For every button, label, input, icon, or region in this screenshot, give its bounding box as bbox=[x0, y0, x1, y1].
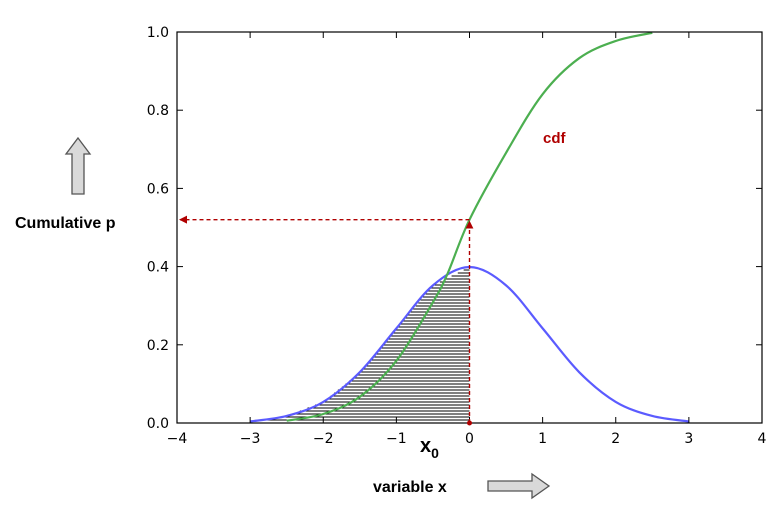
y-tick-label: 0.2 bbox=[147, 338, 169, 354]
x-tick-label: 2 bbox=[611, 431, 620, 447]
x-tick-label: 0 bbox=[465, 431, 474, 447]
x-tick-label: 1 bbox=[538, 431, 547, 447]
up-arrow-icon bbox=[64, 136, 92, 195]
cdf-label: cdf bbox=[543, 130, 567, 147]
y-tick-label: 0.8 bbox=[147, 103, 169, 119]
x0-subscript: 0 bbox=[431, 445, 439, 461]
x-tick-label: 4 bbox=[758, 431, 767, 447]
y-tick-label: 1.0 bbox=[147, 25, 169, 41]
series-line-cdf bbox=[286, 32, 653, 422]
x-tick-label: −2 bbox=[313, 431, 334, 447]
x0-letter: x bbox=[420, 435, 431, 457]
y-axis-label: Cumulative p bbox=[15, 215, 116, 232]
y-tick-label: 0.4 bbox=[147, 260, 169, 276]
x-tick-label: −4 bbox=[167, 431, 188, 447]
x-tick-label: 3 bbox=[684, 431, 693, 447]
shaded-area bbox=[260, 269, 470, 421]
x0-marker bbox=[467, 420, 472, 426]
x0-label: x0 bbox=[420, 435, 439, 461]
y-ticks: 0.0 0.2 0.4 0.6 0.8 1.0 bbox=[147, 25, 762, 432]
x-tick-label: −3 bbox=[240, 431, 261, 447]
x-ticks: −4 −3 −2 −1 0 1 2 3 4 bbox=[167, 32, 767, 447]
right-arrow-icon bbox=[487, 472, 551, 500]
x-tick-label: −1 bbox=[386, 431, 407, 447]
y-tick-label: 0.0 bbox=[147, 416, 169, 432]
y-tick-label: 0.6 bbox=[147, 181, 169, 197]
x-axis-label: variable x bbox=[373, 479, 447, 496]
